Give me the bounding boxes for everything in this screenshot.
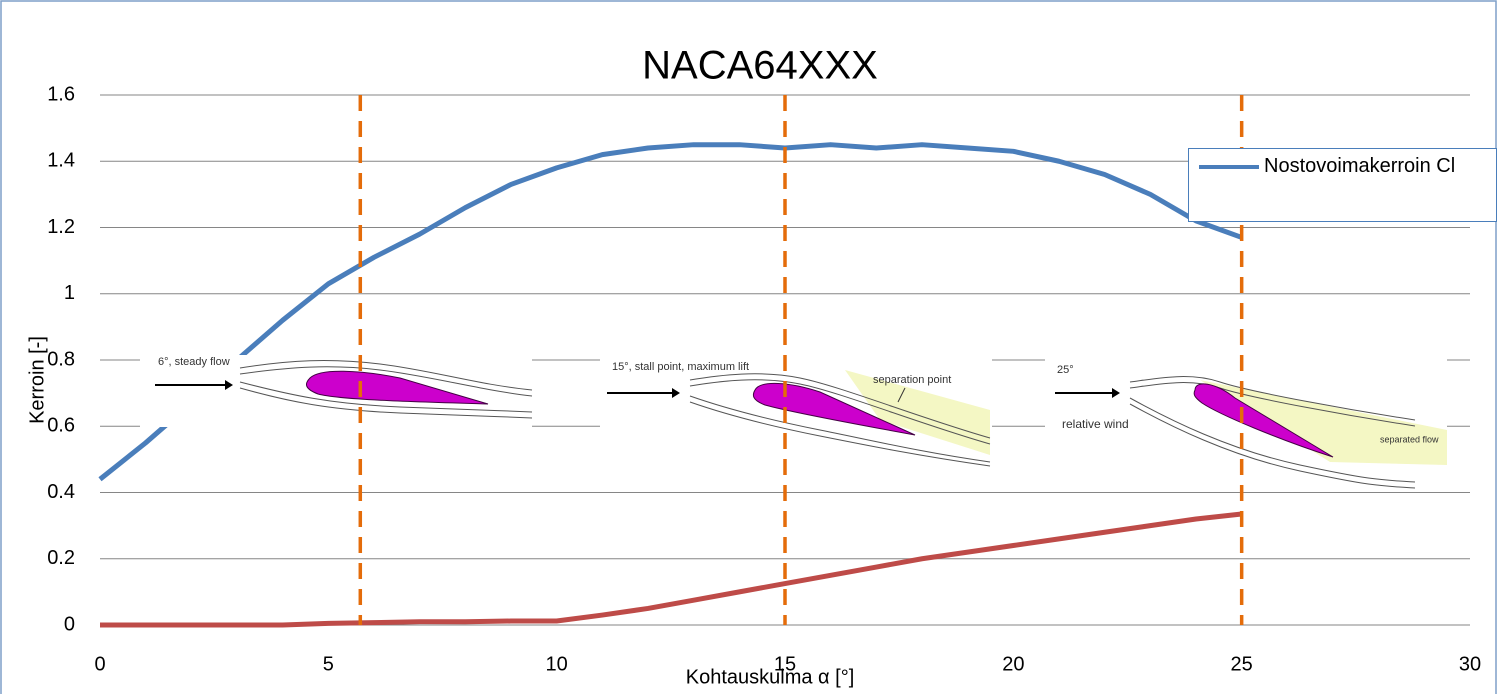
- annotation: separated flow: [1380, 434, 1439, 444]
- x-tick-label: 25: [1231, 653, 1253, 675]
- y-tick-label: 1: [64, 282, 75, 304]
- annotation: separation point: [873, 374, 951, 386]
- chart: 6°, steady flow 15°, stall point, maximu…: [0, 0, 1497, 694]
- annotation: relative wind: [1062, 417, 1129, 431]
- y-tick-label: 0: [64, 613, 75, 635]
- x-tick-label: 10: [546, 653, 568, 675]
- x-tick-label: 20: [1002, 653, 1024, 675]
- legend-label: Nostovoimakerroin Cl: [1264, 151, 1494, 181]
- x-tick-label: 5: [323, 653, 334, 675]
- legend: Nostovoimakerroin Cl: [1188, 148, 1497, 222]
- y-tick-label: 1.6: [47, 83, 75, 105]
- y-tick-label: 0.8: [47, 348, 75, 370]
- y-tick-label: 0.4: [47, 481, 75, 503]
- annotation: 15°, stall point, maximum lift: [612, 361, 749, 373]
- y-tick-label: 1.2: [47, 216, 75, 238]
- y-tick-label: 1.4: [47, 150, 75, 172]
- chart-title: NACA64XXX: [642, 44, 878, 88]
- x-axis-label: Kohtauskulma α [°]: [686, 666, 855, 688]
- y-tick-label: 0.6: [47, 415, 75, 437]
- series-line: [100, 514, 1242, 625]
- x-tick-label: 30: [1459, 653, 1481, 675]
- annotation: 6°, steady flow: [158, 356, 230, 368]
- y-axis-label: Kerroin [-]: [26, 336, 48, 424]
- page: 6°, steady flow 15°, stall point, maximu…: [0, 0, 1497, 694]
- legend-swatch: [1199, 165, 1259, 169]
- insets: 6°, steady flow 15°, stall point, maximu…: [140, 355, 1447, 492]
- y-tick-label: 0.2: [47, 547, 75, 569]
- annotation: 25°: [1057, 364, 1074, 376]
- x-tick-label: 0: [94, 653, 105, 675]
